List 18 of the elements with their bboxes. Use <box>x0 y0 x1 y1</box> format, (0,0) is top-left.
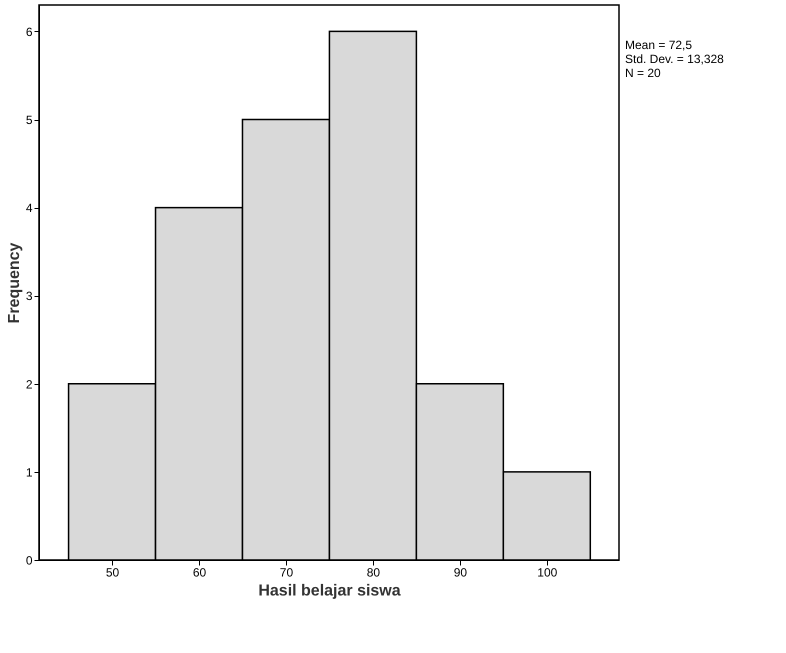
y-tick-label: 4 <box>26 201 33 216</box>
y-tick-label: 1 <box>26 465 33 480</box>
y-tick-label: 5 <box>26 113 33 128</box>
x-axis-title: Hasil belajar siswa <box>258 582 401 600</box>
x-tick-label: 80 <box>366 566 380 580</box>
x-tick-label: 70 <box>280 566 294 580</box>
x-tick-label: 60 <box>192 566 206 580</box>
y-axis-title: Frequency <box>6 242 23 324</box>
y-tick-label: 3 <box>26 289 33 304</box>
text: N = 20 <box>625 66 662 80</box>
y-tick-label: 0 <box>26 554 33 568</box>
text: Mean = 72,5 <box>625 38 692 52</box>
x-tick-label: 100 <box>537 566 558 580</box>
x-tick-label: 50 <box>106 566 120 580</box>
text: Std. Dev. = 13,328 <box>625 52 724 66</box>
y-tick-label: 6 <box>26 24 33 39</box>
y-tick-label: 2 <box>26 377 33 392</box>
x-tick-label: 90 <box>454 566 468 580</box>
